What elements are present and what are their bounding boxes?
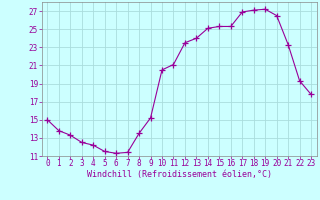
X-axis label: Windchill (Refroidissement éolien,°C): Windchill (Refroidissement éolien,°C) [87, 170, 272, 179]
